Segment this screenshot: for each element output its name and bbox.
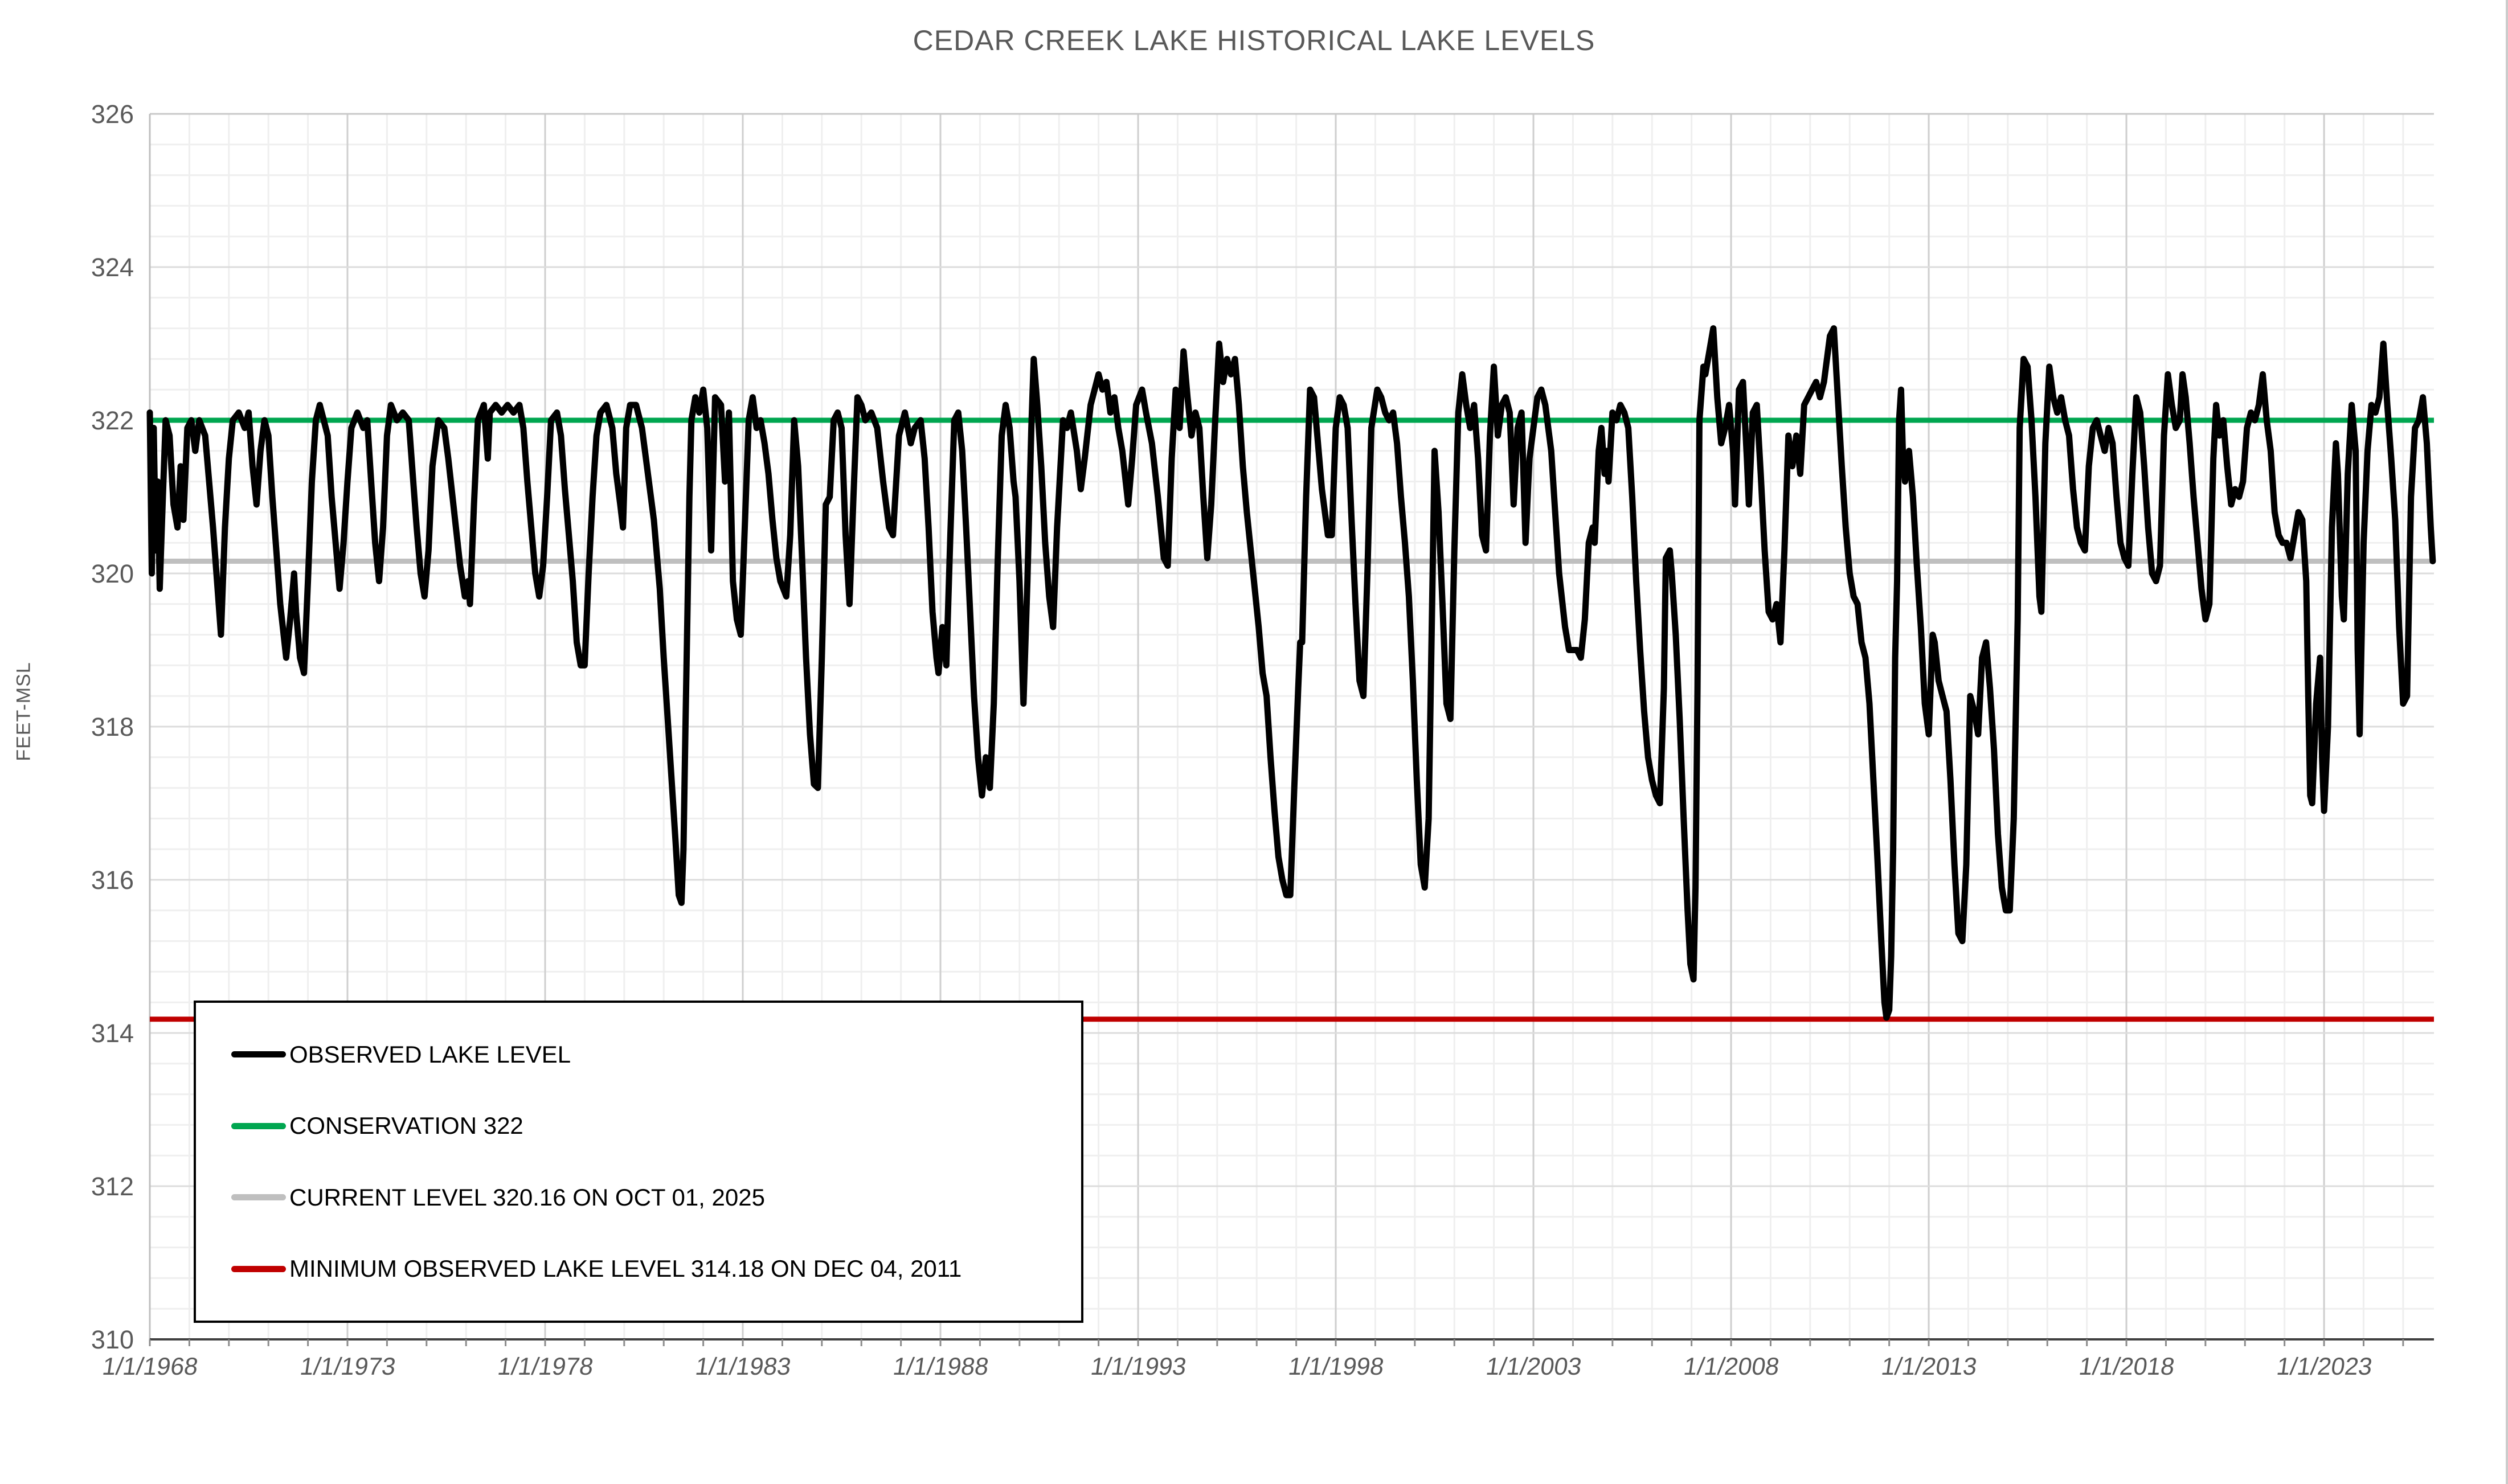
- axis-ticks: [149, 1339, 2404, 1346]
- legend-label: OBSERVED LAKE LEVEL: [289, 1040, 571, 1068]
- conservation-line-swatch: [231, 1122, 286, 1129]
- svg-text:310: 310: [91, 1325, 134, 1354]
- svg-text:324: 324: [91, 253, 134, 282]
- legend-item-minimum-observed: MINIMUM OBSERVED LAKE LEVEL 314.18 ON DE…: [231, 1255, 1081, 1282]
- svg-text:1/1/1973: 1/1/1973: [298, 1353, 398, 1380]
- svg-text:1/1/2023: 1/1/2023: [2275, 1353, 2374, 1380]
- reference-lines: [150, 417, 2434, 1022]
- svg-text:1/1/1998: 1/1/1998: [1287, 1353, 1386, 1380]
- legend-item-observed: OBSERVED LAKE LEVEL: [231, 1041, 1081, 1068]
- svg-text:1/1/2003: 1/1/2003: [1484, 1353, 1584, 1380]
- observed-lake-level-line: [146, 325, 2436, 1021]
- legend-label: CONSERVATION 322: [289, 1112, 523, 1139]
- minimum-observed-line-swatch: [231, 1265, 286, 1272]
- svg-text:316: 316: [91, 866, 134, 895]
- legend: OBSERVED LAKE LEVEL CONSERVATION 322 CUR…: [194, 1001, 1083, 1323]
- svg-text:1/1/2018: 1/1/2018: [2077, 1353, 2176, 1380]
- window-right-edge: [2506, 0, 2508, 1484]
- legend-label: CURRENT LEVEL 320.16 ON OCT 01, 2025: [289, 1183, 765, 1211]
- legend-label: MINIMUM OBSERVED LAKE LEVEL 314.18 ON DE…: [289, 1255, 962, 1282]
- observed-line-swatch: [231, 1051, 286, 1058]
- legend-item-conservation: CONSERVATION 322: [231, 1112, 1081, 1139]
- svg-text:318: 318: [91, 712, 134, 741]
- x-axis-labels: 1/1/1968 1/1/1973 1/1/1978 1/1/1983 1/1/1988…: [101, 1353, 2374, 1380]
- plot-borders: [149, 113, 2434, 1340]
- svg-text:1/1/1988: 1/1/1988: [891, 1353, 991, 1380]
- svg-text:1/1/2013: 1/1/2013: [1880, 1353, 1979, 1380]
- y-axis-labels: 310 312 314 316 318 320 322 324 326: [91, 100, 134, 1354]
- svg-text:322: 322: [91, 406, 134, 435]
- svg-text:326: 326: [91, 100, 134, 129]
- svg-text:314: 314: [91, 1019, 134, 1048]
- chart-title: CEDAR CREEK LAKE HISTORICAL LAKE LEVELS: [913, 24, 1595, 56]
- svg-text:1/1/1968: 1/1/1968: [101, 1353, 200, 1380]
- svg-text:320: 320: [91, 559, 134, 588]
- svg-text:312: 312: [91, 1172, 134, 1201]
- svg-text:1/1/1993: 1/1/1993: [1089, 1353, 1188, 1380]
- svg-text:1/1/2008: 1/1/2008: [1682, 1353, 1781, 1380]
- svg-text:1/1/1983: 1/1/1983: [694, 1353, 793, 1380]
- legend-item-current-level: CURRENT LEVEL 320.16 ON OCT 01, 2025: [231, 1184, 1081, 1211]
- svg-text:1/1/1978: 1/1/1978: [496, 1353, 595, 1380]
- current-level-line-swatch: [231, 1194, 286, 1201]
